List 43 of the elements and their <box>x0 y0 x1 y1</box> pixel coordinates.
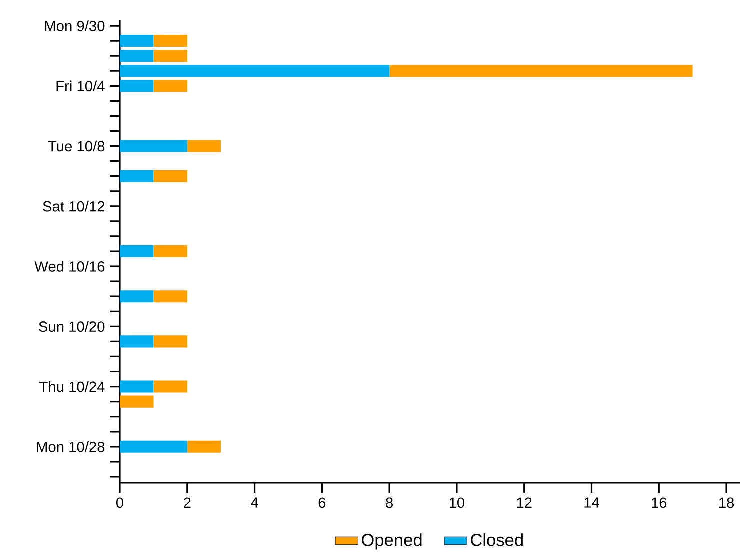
bar <box>187 440 222 453</box>
bar <box>120 396 154 408</box>
y-tick-label: Mon 10/28 <box>37 442 105 452</box>
y-tick-label: Thu 10/24 <box>40 381 105 392</box>
legend-label: Closed <box>471 534 523 546</box>
legend-label: Opened <box>362 534 422 550</box>
bar <box>154 245 188 258</box>
bar <box>154 336 188 348</box>
x-tick-label: 14 <box>584 498 600 508</box>
bar <box>120 440 188 453</box>
bar <box>120 170 154 182</box>
y-tick-label: Mon 9/30 <box>45 20 105 32</box>
bar <box>120 245 154 258</box>
x-tick-label: 10 <box>450 498 465 508</box>
bar <box>154 80 188 92</box>
x-tick-label: 16 <box>652 498 667 508</box>
bar <box>154 380 188 393</box>
y-tick-label: Wed 10/16 <box>34 261 105 272</box>
bar <box>390 65 693 78</box>
bar <box>154 290 188 303</box>
x-tick-label: 2 <box>184 498 191 508</box>
bar <box>154 35 188 48</box>
x-tick-label: 0 <box>116 498 124 508</box>
y-tick-label: Sat 10/12 <box>43 201 105 212</box>
bar <box>120 290 154 303</box>
bar <box>120 140 188 152</box>
bar <box>154 170 188 182</box>
x-tick-label: 6 <box>318 498 326 508</box>
x-tick-label: 18 <box>719 498 734 508</box>
bar <box>120 65 390 78</box>
bar <box>120 80 154 92</box>
x-tick-label: 8 <box>386 498 393 508</box>
x-tick-label: 4 <box>251 498 258 508</box>
bar <box>154 50 188 62</box>
y-tick-label: Sun 10/20 <box>39 321 105 332</box>
y-tick-label: Fri 10/4 <box>56 80 105 92</box>
bar <box>187 140 222 152</box>
bar <box>120 35 154 48</box>
bar <box>120 380 154 393</box>
y-tick-label: Tue 10/8 <box>48 140 105 152</box>
bar <box>120 336 154 348</box>
bar <box>120 50 154 62</box>
x-tick-label: 12 <box>517 498 532 508</box>
